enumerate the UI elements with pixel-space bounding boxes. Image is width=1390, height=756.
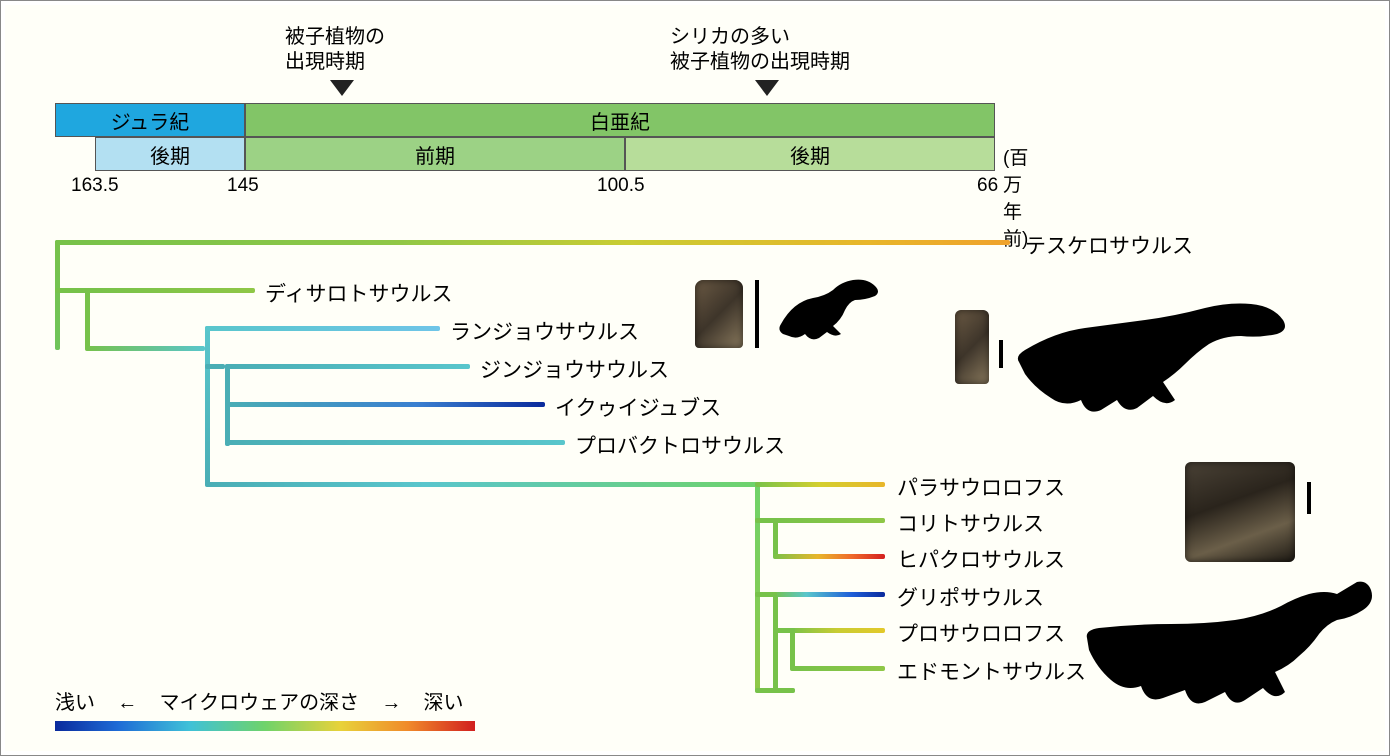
branch (205, 364, 225, 369)
branch (790, 666, 885, 671)
taxon-label: プロバクトロサウルス (575, 430, 785, 460)
branch (773, 592, 885, 597)
scale-bar-icon (1307, 482, 1311, 514)
branch (85, 288, 90, 350)
branch (205, 326, 210, 486)
tooth-image (695, 280, 743, 348)
branch (85, 346, 205, 351)
subperiod-label: 後期 (150, 140, 190, 169)
subperiod-late-cret: 後期 (625, 137, 995, 171)
branch (755, 688, 795, 693)
legend-gradient (55, 721, 475, 731)
scale-bar-icon (999, 340, 1003, 368)
legend-right: 深い (424, 692, 464, 714)
callout-line: 被子植物の出現時期 (670, 51, 850, 73)
legend-mid: マイクロウェアの深さ (159, 692, 359, 714)
legend-text: 浅い ← マイクロウェアの深さ → 深い (55, 686, 475, 715)
taxon-label: プロサウロロフス (897, 618, 1065, 648)
callout-line: シリカの多い (670, 26, 790, 48)
tooth-image (1185, 462, 1295, 562)
branch (85, 288, 255, 293)
dinosaur-silhouette-icon (775, 272, 895, 350)
tick: 100.5 (597, 175, 645, 197)
tick: 145 (227, 175, 259, 197)
subperiod-late-jurassic: 後期 (95, 137, 245, 171)
phylogeny-tree: テスケロサウルス ディサロトサウルス ランジョウサウルス ジンジョウサウルス イ… (55, 240, 1335, 720)
branch (790, 628, 885, 633)
arrow-left-icon: ← (117, 692, 137, 714)
branch (773, 518, 778, 558)
taxon-label: テスケロサウルス (1025, 230, 1193, 260)
legend-left: 浅い (55, 692, 95, 714)
taxon-label: イクゥイジュブス (555, 392, 721, 422)
branch (55, 240, 1010, 245)
marker-icon (755, 80, 779, 96)
period-label: 白亜紀 (590, 106, 650, 135)
branch (773, 554, 885, 559)
tooth-image (955, 310, 989, 384)
branch (225, 440, 565, 445)
dinosaur-silhouette-icon (1015, 290, 1295, 420)
branch (225, 364, 470, 369)
taxon-label: ヒパクロサウルス (897, 544, 1065, 574)
taxon-label: エドモントサウルス (897, 656, 1086, 686)
tick: 163.5 (71, 175, 119, 197)
taxon-label: コリトサウルス (897, 508, 1044, 538)
branch (205, 482, 760, 487)
callout-angiosperm: 被子植物の 出現時期 (285, 25, 385, 75)
branch (790, 628, 795, 670)
callout-line: 被子植物の (285, 26, 385, 48)
branch (755, 482, 760, 692)
branch (773, 628, 793, 633)
taxon-label: ディサロトサウルス (265, 278, 453, 308)
branch (755, 592, 777, 597)
taxon-label: パラサウロロフス (897, 472, 1065, 502)
subperiod-label: 後期 (790, 140, 830, 169)
branch (755, 482, 885, 487)
subperiod-label: 前期 (415, 140, 455, 169)
taxon-label: ジンジョウサウルス (480, 354, 669, 384)
dinosaur-silhouette-icon (1085, 580, 1385, 710)
period-cretaceous: 白亜紀 (245, 103, 995, 137)
branch (225, 402, 545, 407)
taxon-label: グリポサウルス (897, 582, 1044, 612)
branch (205, 326, 440, 331)
branch (773, 592, 778, 692)
callout-silica: シリカの多い 被子植物の出現時期 (670, 25, 850, 75)
taxon-label: ランジョウサウルス (450, 316, 639, 346)
branch (773, 518, 885, 523)
arrow-right-icon: → (381, 692, 401, 714)
callout-line: 出現時期 (285, 51, 365, 73)
period-jurassic: ジュラ紀 (55, 103, 245, 137)
legend: 浅い ← マイクロウェアの深さ → 深い (55, 686, 475, 731)
branch (755, 518, 777, 523)
period-label: ジュラ紀 (111, 106, 190, 135)
subperiod-early-cret: 前期 (245, 137, 625, 171)
scale-bar-icon (755, 280, 759, 348)
marker-icon (330, 80, 354, 96)
branch (55, 240, 60, 350)
tick: 66 (977, 175, 998, 197)
